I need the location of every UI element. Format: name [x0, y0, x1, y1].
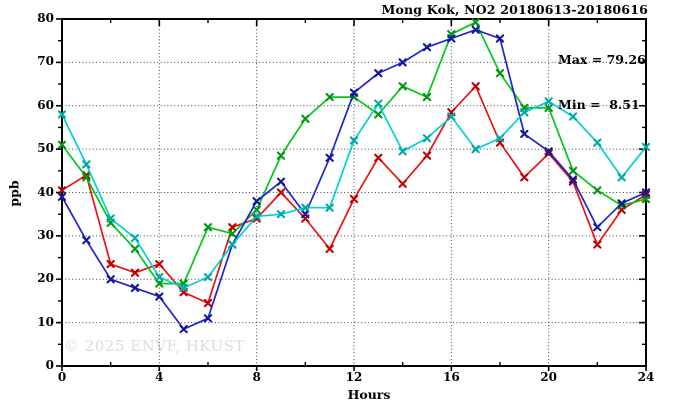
x-tick-label: 0: [57, 370, 67, 384]
y-tick-label: 10: [37, 314, 54, 329]
markers-red-line: [57, 82, 651, 308]
max-annotation: Max = 79.26: [558, 52, 646, 67]
x-tick-label: 16: [442, 370, 460, 384]
x-tick-label: 20: [540, 370, 557, 384]
markers-cyan-line: [57, 97, 651, 293]
chart-title: Mong Kok, NO2 20180613-20180616: [381, 2, 648, 17]
y-tick-label: 80: [37, 11, 54, 25]
x-tick-label: 4: [155, 370, 164, 384]
x-tick-label: 8: [252, 370, 261, 384]
x-tick-label: 12: [345, 370, 363, 384]
y-tick-label: 0: [45, 358, 54, 372]
min-annotation: Min = 8.51: [558, 97, 640, 112]
y-tick-label: 20: [37, 271, 54, 286]
x-axis-title-row: Hours: [0, 387, 674, 402]
x-tick-label: 24: [637, 370, 655, 384]
markers-blue-line: [57, 25, 651, 334]
y-tick-label: 50: [37, 141, 54, 156]
x-axis-title: Hours: [347, 387, 391, 402]
max-min-annotation: Max = 79.26 Min = 8.51: [558, 22, 646, 142]
y-tick-label: 60: [37, 97, 54, 112]
watermark: © 2025 ENVF, HKUST: [64, 337, 245, 355]
y-tick-label: 30: [37, 227, 54, 242]
y-tick-label: 70: [37, 54, 54, 69]
y-axis-title: ppb: [6, 180, 22, 207]
markers-green-line: [57, 18, 651, 288]
y-tick-label: 40: [37, 184, 54, 199]
